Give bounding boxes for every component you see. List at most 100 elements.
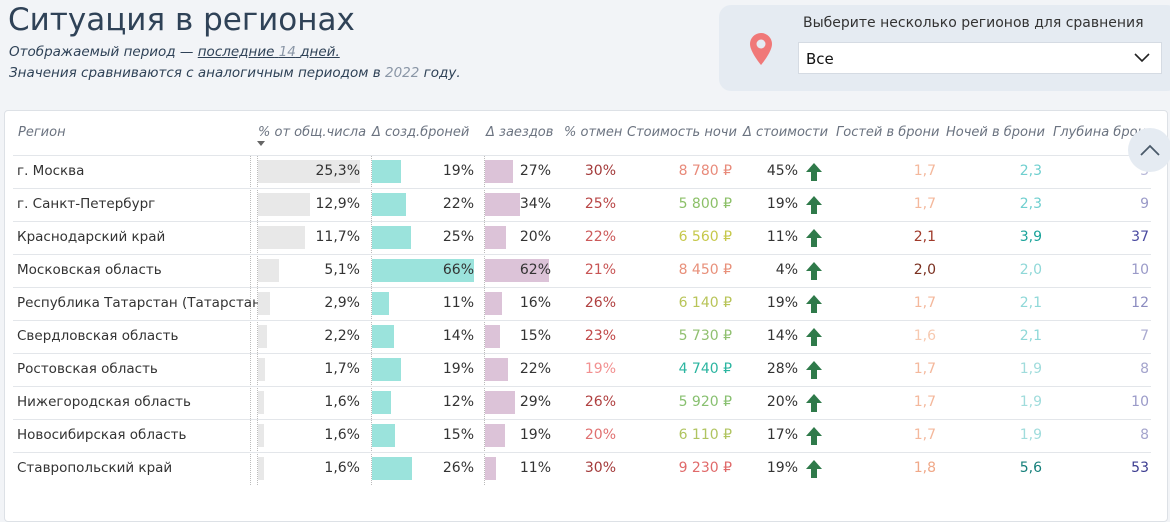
- cell-value: 2,0: [913, 262, 936, 278]
- trend-arrow: [806, 262, 822, 280]
- cell-bar: [485, 226, 506, 249]
- cell-value: 2,2%: [324, 328, 360, 344]
- column-header: Δ стоимости: [743, 125, 829, 140]
- period-unit: дней.: [300, 44, 340, 60]
- row-divider: [13, 419, 1151, 420]
- cell-value: 23%: [584, 328, 616, 344]
- region-name: Краснодарский край: [17, 229, 166, 245]
- cell-value: 2,3: [1019, 196, 1042, 212]
- scroll-up-button[interactable]: [1126, 127, 1170, 175]
- cell-value: 6 140 ₽: [678, 295, 732, 311]
- cell-value: 8 450 ₽: [678, 262, 732, 278]
- cell-value: 20%: [519, 229, 551, 245]
- trend-arrow: [806, 394, 822, 412]
- cell-bar: [372, 358, 402, 381]
- cell-bar: [372, 391, 391, 414]
- region-name: Ставропольский край: [17, 460, 173, 476]
- cell-value: 3,9: [1019, 229, 1042, 245]
- trend-arrow: [806, 295, 822, 313]
- cell-bar: [258, 424, 265, 447]
- compare-year: 2022: [385, 65, 420, 81]
- trend-arrow: [806, 460, 822, 478]
- cell-value: 29%: [519, 394, 551, 410]
- row-divider: [13, 155, 1151, 156]
- cell-bar: [372, 160, 402, 183]
- cell-value: 26%: [584, 295, 616, 311]
- cell-value: 2,1: [1019, 328, 1042, 344]
- row-divider: [13, 254, 1151, 255]
- cell-value: 11%: [519, 460, 551, 476]
- cell-value: 1,6: [913, 328, 936, 344]
- cell-value: 19%: [442, 163, 474, 179]
- cell-value: 1,9: [1019, 361, 1042, 377]
- cell-value: 1,6%: [324, 460, 360, 476]
- cell-value: 14%: [766, 328, 798, 344]
- row-divider: [13, 386, 1151, 387]
- cell-value: 12: [1131, 295, 1149, 311]
- dropdown-chevron: [1134, 53, 1150, 63]
- cell-value: 1,6%: [324, 394, 360, 410]
- column-header: Δ заездов: [486, 125, 554, 140]
- cell-value: 1,7: [913, 361, 936, 377]
- selector-label: Выберите несколько регионов для сравнени…: [803, 15, 1144, 31]
- cell-value: 30%: [584, 163, 616, 179]
- column-header: Ночей в брони: [946, 125, 1045, 140]
- cell-bar: [485, 259, 549, 282]
- cell-value: 1,9: [1019, 394, 1042, 410]
- cell-value: 62%: [519, 262, 551, 278]
- cell-value: 2,3: [1019, 163, 1042, 179]
- cell-value: 5,1%: [324, 262, 360, 278]
- region-name: Ростовская область: [17, 361, 158, 377]
- row-divider: [13, 353, 1151, 354]
- trend-arrow: [806, 196, 822, 214]
- cell-value: 26%: [584, 394, 616, 410]
- period-line: Отображаемый период — последние 14 дней.: [9, 44, 340, 60]
- region-name: Нижегородская область: [17, 394, 191, 410]
- cell-bar: [258, 292, 270, 315]
- period-link[interactable]: последние 14 дней.: [198, 44, 340, 60]
- cell-value: 19%: [766, 460, 798, 476]
- region-dropdown[interactable]: Все: [798, 42, 1162, 74]
- region-name: г. Санкт-Петербург: [17, 196, 156, 212]
- compare-prefix: Значения сравниваются с аналогичным пери…: [9, 65, 381, 81]
- cell-bar: [485, 358, 508, 381]
- cell-value: 1,9: [1019, 427, 1042, 443]
- location-pin-icon: [750, 33, 772, 65]
- cell-bar: [258, 226, 306, 249]
- cell-value: 8: [1140, 361, 1149, 377]
- trend-arrow: [806, 163, 822, 181]
- cell-value: 5,6: [1019, 460, 1042, 476]
- cell-value: 2,9%: [324, 295, 360, 311]
- cell-bar: [485, 424, 505, 447]
- cell-value: 8 780 ₽: [678, 163, 732, 179]
- region-name: Новосибирская область: [17, 427, 187, 443]
- cell-value: 26%: [442, 460, 474, 476]
- cell-value: 5 920 ₽: [678, 394, 732, 410]
- cell-bar: [372, 259, 474, 282]
- trend-arrow: [806, 229, 822, 247]
- cell-bar: [258, 457, 265, 480]
- cell-bar: [258, 259, 279, 282]
- row-divider: [13, 320, 1151, 321]
- cell-value: 15%: [442, 427, 474, 443]
- cell-value: 10: [1131, 394, 1149, 410]
- column-header: % от общ.числа: [258, 125, 367, 140]
- column-header: Регион: [18, 125, 66, 140]
- row-divider: [13, 452, 1151, 453]
- cell-value: 4%: [775, 262, 798, 278]
- cell-value: 11%: [442, 295, 474, 311]
- cell-value: 9: [1140, 196, 1149, 212]
- dropdown-value: Все: [806, 50, 834, 68]
- cell-value: 1,7: [913, 196, 936, 212]
- cell-value: 20%: [584, 427, 616, 443]
- region-name: Свердловская область: [17, 328, 179, 344]
- column-header: Гостей в брони: [836, 125, 940, 140]
- cell-value: 22%: [442, 196, 474, 212]
- region-name: Московская область: [17, 262, 162, 278]
- cell-bar: [258, 325, 267, 348]
- cell-value: 12,9%: [315, 196, 360, 212]
- cell-value: 30%: [584, 460, 616, 476]
- cell-bar: [485, 292, 502, 315]
- cell-bar: [485, 193, 521, 216]
- table-card: Регион % от общ.числа Δ созд.броней Δ заезд…: [4, 110, 1168, 522]
